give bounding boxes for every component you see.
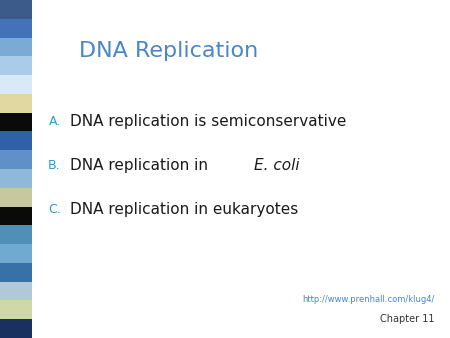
Text: DNA Replication: DNA Replication <box>79 41 258 61</box>
Bar <box>0 188 32 207</box>
Text: A.: A. <box>49 115 61 128</box>
Bar <box>0 169 32 188</box>
Bar <box>0 131 32 150</box>
Bar <box>0 0 32 19</box>
Bar <box>0 94 32 113</box>
Bar <box>0 300 32 319</box>
Text: http://www.prenhall.com/klug4/: http://www.prenhall.com/klug4/ <box>302 295 434 304</box>
Bar <box>0 113 32 131</box>
Bar <box>0 282 32 300</box>
Text: DNA replication in eukaryotes: DNA replication in eukaryotes <box>70 202 298 217</box>
Bar <box>0 207 32 225</box>
Text: E. coli: E. coli <box>254 158 300 173</box>
Bar <box>0 150 32 169</box>
Text: DNA replication in: DNA replication in <box>70 158 212 173</box>
Bar <box>0 263 32 282</box>
Bar <box>0 38 32 56</box>
Text: Chapter 11: Chapter 11 <box>380 314 434 324</box>
Text: DNA replication is semiconservative: DNA replication is semiconservative <box>70 114 346 129</box>
Bar <box>0 56 32 75</box>
Bar <box>0 19 32 38</box>
Text: C.: C. <box>48 203 61 216</box>
Bar <box>0 225 32 244</box>
Bar <box>0 75 32 94</box>
Text: B.: B. <box>48 159 61 172</box>
Bar <box>0 244 32 263</box>
Bar <box>0 319 32 338</box>
